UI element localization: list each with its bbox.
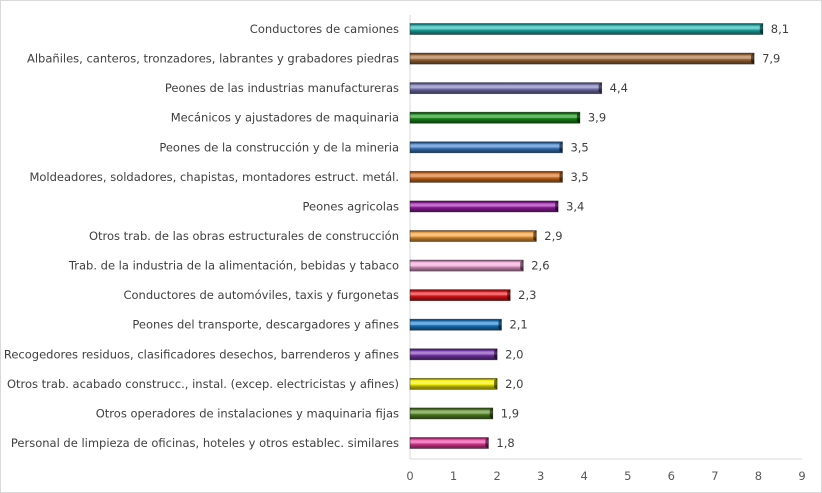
bar-bevel xyxy=(409,52,755,65)
bar-end xyxy=(498,319,502,331)
data-label: 7,9 xyxy=(762,52,780,66)
data-label: 1,8 xyxy=(496,436,514,450)
bar-end xyxy=(494,348,498,360)
x-tick-label: 6 xyxy=(668,469,675,483)
category-label: Peones de las industrias manufactureras xyxy=(165,81,399,95)
bar-end xyxy=(759,23,763,35)
bar-bevel xyxy=(409,407,494,420)
category-label: Otros trab. acabado construcc., instal. … xyxy=(7,377,399,391)
bar-end xyxy=(507,289,511,301)
x-tick-label: 3 xyxy=(537,469,544,483)
bar-end xyxy=(494,378,498,390)
category-label: Conductores de camiones xyxy=(250,22,399,36)
data-label: 1,9 xyxy=(501,406,519,420)
bar-bevel xyxy=(409,289,511,302)
category-label: Trab. de la industria de la alimentación… xyxy=(68,259,399,273)
category-label: Conductores de automóviles, taxis y furg… xyxy=(123,288,399,302)
bar-bevel xyxy=(409,82,603,95)
category-label: Moldeadores, soldadores, chapistas, mont… xyxy=(29,170,399,184)
data-label: 2,0 xyxy=(505,347,523,361)
data-label: 2,0 xyxy=(505,377,523,391)
x-tick-label: 9 xyxy=(798,469,805,483)
bar-end xyxy=(559,141,563,153)
data-label: 3,5 xyxy=(570,170,588,184)
data-label: 3,5 xyxy=(570,140,588,154)
category-label: Otros operadores de instalaciones y maqu… xyxy=(96,406,399,420)
bar-end xyxy=(485,437,489,449)
bar-end xyxy=(489,407,493,419)
category-label: Personal de limpieza de oficinas, hotele… xyxy=(11,436,399,450)
category-label: Recogedores residuos, clasificadores des… xyxy=(4,347,399,361)
bar-end xyxy=(533,230,537,242)
category-label: Mecánicos y ajustadores de maquinaria xyxy=(171,111,399,125)
bar-end xyxy=(559,171,563,183)
bar-end xyxy=(751,53,755,65)
x-tick-label: 8 xyxy=(755,469,762,483)
x-tick-label: 2 xyxy=(493,469,500,483)
category-label: Otros trab. de las obras estructurales d… xyxy=(89,229,399,243)
bar-bevel xyxy=(409,200,559,213)
data-label: 2,6 xyxy=(531,259,549,273)
data-label: 2,1 xyxy=(509,318,527,332)
category-label: Albañiles, canteros, tronzadores, labran… xyxy=(27,52,399,66)
data-label: 3,9 xyxy=(588,111,606,125)
bar-bevel xyxy=(409,259,524,272)
category-label: Peones del transporte, descargadores y a… xyxy=(132,318,399,332)
bar-bevel xyxy=(409,348,498,361)
bar-bevel xyxy=(409,437,489,449)
category-label: Peones de la construcción y de la mineri… xyxy=(159,140,399,154)
data-label: 8,1 xyxy=(771,22,789,36)
bar-bevel xyxy=(409,230,537,242)
x-tick-label: 7 xyxy=(711,469,718,483)
data-label: 2,9 xyxy=(544,229,562,243)
bar-end xyxy=(576,112,580,124)
x-tick-label: 1 xyxy=(450,469,457,483)
bar-end xyxy=(598,82,602,94)
x-tick-label: 4 xyxy=(581,469,588,483)
data-label: 3,4 xyxy=(566,199,584,213)
bar-bevel xyxy=(409,377,498,390)
x-tick-label: 0 xyxy=(406,469,413,483)
bar-bevel xyxy=(409,318,502,331)
category-label: Peones agricolas xyxy=(302,199,399,213)
bar-bevel xyxy=(409,141,563,154)
bar-end xyxy=(555,200,559,212)
data-label: 2,3 xyxy=(518,288,536,302)
x-tick-label: 5 xyxy=(624,469,631,483)
bar-bevel xyxy=(409,170,563,183)
bar-end xyxy=(520,260,524,272)
bar-bevel xyxy=(409,23,764,35)
data-label: 4,4 xyxy=(610,81,628,95)
bar-bevel xyxy=(409,111,581,124)
